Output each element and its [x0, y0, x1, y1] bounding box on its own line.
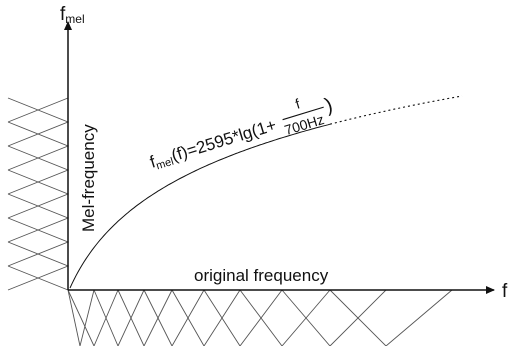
vertical-filter-triangle — [7, 169, 70, 219]
vertical-filter-triangle — [7, 217, 70, 267]
formula-fraction-bar — [282, 106, 324, 121]
x-axis-symbol: f — [502, 281, 508, 302]
mel-curve — [69, 123, 331, 289]
horizontal-filter-triangle — [203, 289, 283, 346]
vertical-filter-triangle — [7, 121, 70, 171]
linear-filterbank-horizontal — [67, 289, 453, 346]
horizontal-filter-triangle — [239, 289, 331, 346]
vertical-filter-triangle — [7, 241, 70, 291]
y-axis-symbol: fmel — [60, 4, 85, 26]
vertical-filter-triangle — [7, 193, 70, 243]
mel-filterbank-vertical — [7, 97, 70, 291]
original-frequency-label: original frequency — [194, 266, 329, 285]
horizontal-filter-triangle — [67, 289, 95, 346]
mel-formula: fmel(f)=2595*lg(1+ f 700Hz ) — [148, 94, 336, 173]
formula-sub: mel — [155, 156, 175, 173]
formula-numerator: f — [293, 95, 302, 111]
formula-body: (f)=2595*lg(1+ — [169, 115, 279, 165]
horizontal-filter-triangle — [171, 289, 241, 346]
horizontal-filter-triangle — [143, 289, 205, 346]
formula-close-paren: ) — [322, 94, 335, 117]
vertical-filter-triangle — [7, 97, 69, 123]
formula-f: f — [148, 152, 158, 172]
formula-denominator: 700Hz — [283, 111, 326, 138]
horizontal-filter-triangle — [329, 289, 453, 346]
vertical-filter-triangle — [7, 145, 70, 195]
mel-curve-dotted — [329, 95, 463, 125]
horizontal-filter-triangle — [281, 289, 387, 346]
vertical-filter-triangle — [7, 97, 70, 147]
mel-frequency-label: Mel-frequency — [79, 124, 98, 232]
horizontal-filter-triangle — [93, 289, 145, 346]
svg-text:fmel(f)=2595*lg(1+: fmel(f)=2595*lg(1+ — [148, 115, 280, 173]
horizontal-filter-triangle — [117, 289, 173, 346]
horizontal-filter-triangle — [67, 289, 119, 346]
